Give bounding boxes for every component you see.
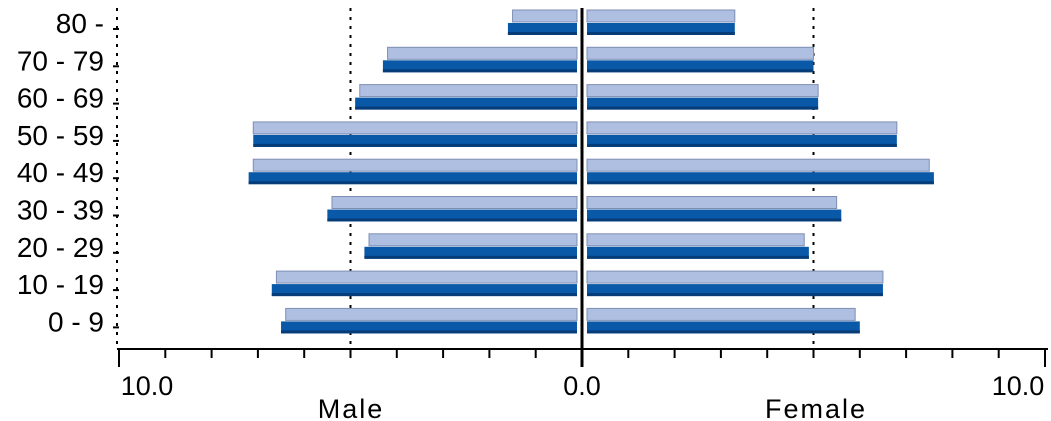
left-bar-front-edge [281,330,577,334]
left-bar-back [512,9,578,23]
bars [248,9,934,334]
right-bar-back [586,270,884,284]
category-label: 50 - 59 [17,120,104,151]
right-bar-back [586,158,930,172]
x-tick-label-left: 10.0 [121,371,174,401]
left-bar-front-edge [355,106,577,110]
x-tick-label-right: 10.0 [992,371,1045,401]
right-bar-back [586,84,819,98]
right-bar-front-edge [587,218,842,222]
left-bar-front-edge [327,218,577,222]
right-bar-back [586,9,736,23]
category-label: 10 - 19 [17,269,104,300]
left-bar-front-edge [507,32,577,35]
x-tick-label-center: 0.0 [563,371,601,401]
left-bar-back [331,196,578,209]
right-bar-front [587,246,809,259]
category-label: 30 - 39 [17,195,104,226]
left-bar-front-edge [253,143,577,147]
axes [113,8,1048,367]
right-bar-front-edge [587,255,809,259]
right-bar-back [586,46,814,60]
category-label: 40 - 49 [17,157,104,188]
left-bar-back [359,84,578,98]
right-bar-back [586,233,805,247]
left-bar-front-edge [382,69,577,73]
left-bar-front-edge [248,181,577,185]
category-label: 60 - 69 [17,83,104,114]
right-bar-back [586,196,838,209]
category-label: 20 - 29 [17,232,104,263]
right-bar-front-edge [587,106,819,110]
left-bar-back [252,121,578,135]
right-bar-front-edge [587,293,883,297]
left-bar-back [387,46,578,60]
right-bar-back [586,307,856,321]
right-bar-back [586,121,898,135]
right-bar-front-edge [587,32,735,35]
left-bar-front-edge [271,293,577,297]
left-bar-back [368,233,578,247]
left-bar-back [275,270,578,284]
labels: 10.0 0.0 10.0 Male Female 0 - 9 10 - 19 20… [17,8,1044,421]
category-label: 70 - 79 [17,45,104,76]
left-bar-back [285,307,578,321]
right-side-label: Female [765,394,867,421]
left-bar-front [364,246,577,259]
left-bar-front-edge [364,255,577,259]
left-bar-back [252,158,578,172]
right-bar-front-edge [587,330,860,334]
right-bar-front-edge [587,181,934,185]
category-label: 80 - [56,8,104,39]
right-bar-front-edge [587,69,814,73]
left-side-label: Male [318,394,385,421]
right-bar-front-edge [587,143,897,147]
category-label: 0 - 9 [48,306,104,337]
